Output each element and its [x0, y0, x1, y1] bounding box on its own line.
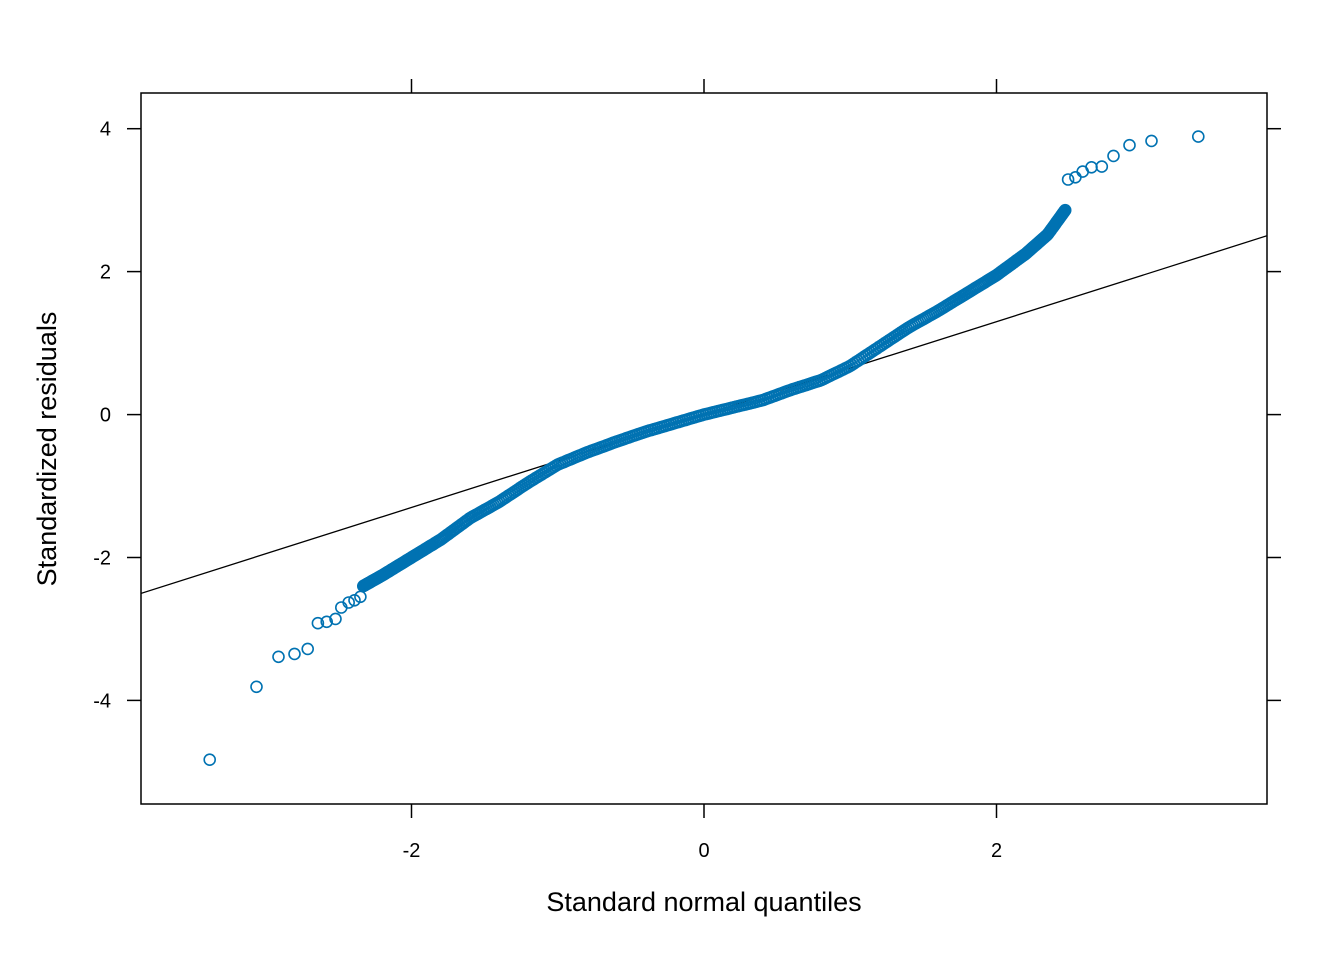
data-points: [203, 130, 1205, 767]
x-tick-label: 0: [698, 840, 709, 862]
data-point: [1192, 130, 1205, 143]
data-point: [250, 680, 263, 694]
data-point: [1069, 171, 1082, 184]
x-axis-title: Standard normal quantiles: [546, 887, 861, 917]
data-point: [1107, 149, 1120, 163]
data-point: [1061, 173, 1075, 186]
y-axis-title: Standardized residuals: [32, 312, 62, 587]
data-point: [354, 590, 367, 604]
data-point: [1058, 203, 1072, 217]
x-tick-label: 2: [991, 840, 1002, 862]
y-tick-label: 2: [100, 262, 111, 284]
data-point: [329, 612, 342, 626]
data-point: [1123, 138, 1136, 152]
data-point: [301, 642, 315, 656]
x-tick-label: -2: [403, 840, 421, 862]
data-point: [311, 616, 325, 630]
tick-labels: -2 0 2 -4 -2 0 2 4: [93, 119, 1002, 862]
data-point: [272, 650, 285, 664]
data-point: [1095, 160, 1109, 173]
y-tick-label: 4: [100, 119, 111, 141]
y-tick-label: 0: [100, 405, 111, 427]
data-point: [203, 753, 216, 767]
data-point: [1145, 134, 1158, 148]
y-tick-label: -2: [93, 548, 111, 570]
y-tick-label: -4: [93, 690, 111, 712]
data-point: [1085, 161, 1098, 174]
plot-frame: [140, 92, 1268, 805]
axis-ticks: [127, 79, 1281, 818]
data-point: [288, 647, 301, 661]
data-point: [342, 596, 356, 609]
data-point: [320, 615, 334, 629]
